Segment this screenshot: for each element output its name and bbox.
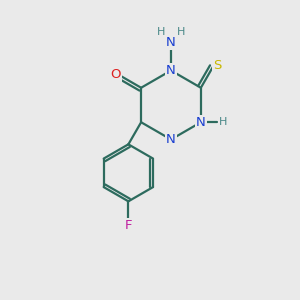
Text: F: F: [124, 219, 132, 232]
Text: N: N: [196, 116, 206, 129]
Text: H: H: [157, 27, 166, 38]
Text: N: N: [166, 36, 176, 49]
Text: H: H: [176, 27, 185, 38]
Text: O: O: [111, 68, 121, 81]
Text: H: H: [219, 117, 227, 127]
Text: N: N: [166, 64, 176, 77]
Text: S: S: [213, 59, 222, 72]
Text: N: N: [166, 133, 176, 146]
